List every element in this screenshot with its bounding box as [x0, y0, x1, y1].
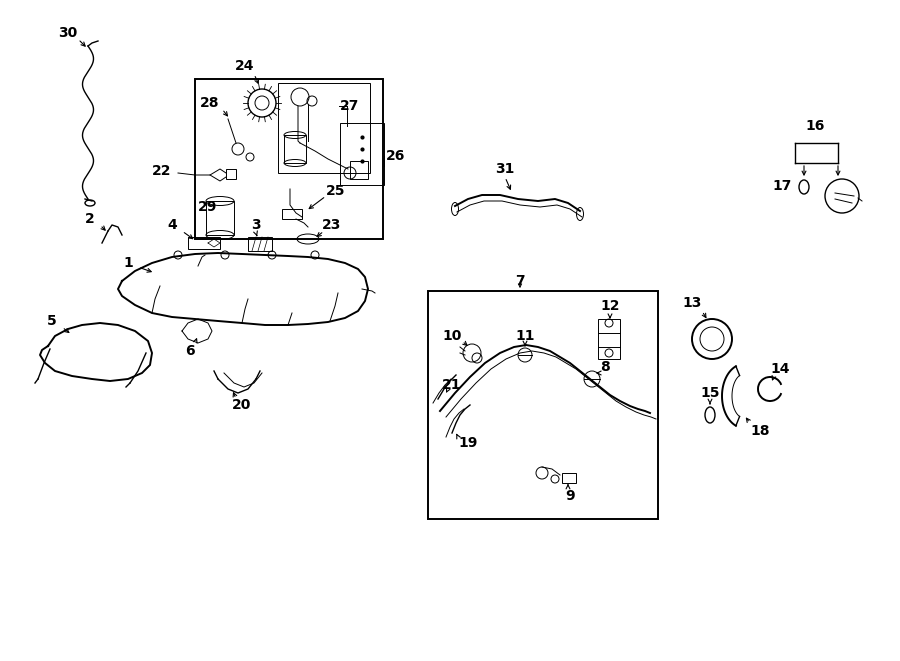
Bar	[340, 123, 384, 185]
Text: 14: 14	[770, 362, 790, 376]
Text: 4: 4	[167, 218, 177, 232]
Text: 6: 6	[185, 344, 194, 358]
Text: 19: 19	[458, 436, 478, 450]
Text: 10: 10	[442, 329, 462, 343]
Text: 5: 5	[47, 314, 57, 328]
Text: 17: 17	[772, 179, 792, 193]
Bar	[284, 135, 306, 163]
Text: 8: 8	[600, 360, 610, 374]
Bar	[195, 79, 383, 239]
Bar	[188, 237, 220, 249]
Text: 20: 20	[232, 398, 252, 412]
Text: 31: 31	[495, 162, 515, 176]
Text: 27: 27	[340, 99, 360, 113]
Text: 12: 12	[600, 299, 620, 313]
Bar	[206, 201, 234, 235]
Polygon shape	[118, 253, 368, 325]
Bar	[226, 169, 236, 179]
Text: 26: 26	[386, 149, 406, 163]
Text: 18: 18	[751, 424, 770, 438]
Text: 30: 30	[58, 26, 77, 40]
Text: 16: 16	[806, 119, 824, 133]
Bar	[350, 161, 368, 179]
Text: 29: 29	[198, 200, 218, 214]
Bar	[248, 237, 272, 251]
Text: 13: 13	[682, 296, 702, 310]
Text: 3: 3	[251, 218, 261, 232]
Text: 25: 25	[326, 184, 346, 198]
Text: 22: 22	[152, 164, 172, 178]
Text: 24: 24	[235, 59, 255, 73]
Bar	[428, 291, 658, 519]
Text: 9: 9	[565, 489, 575, 503]
Bar	[598, 319, 620, 359]
Polygon shape	[40, 323, 152, 381]
Text: 15: 15	[700, 386, 720, 400]
Text: 11: 11	[515, 329, 535, 343]
Text: 1: 1	[123, 256, 133, 270]
Text: 21: 21	[442, 378, 462, 392]
Text: 23: 23	[322, 218, 342, 232]
Bar	[278, 83, 370, 173]
Bar	[282, 209, 302, 219]
Text: 7: 7	[515, 274, 525, 288]
Bar	[562, 473, 576, 483]
Text: 28: 28	[200, 96, 220, 110]
Text: 2: 2	[86, 212, 94, 226]
